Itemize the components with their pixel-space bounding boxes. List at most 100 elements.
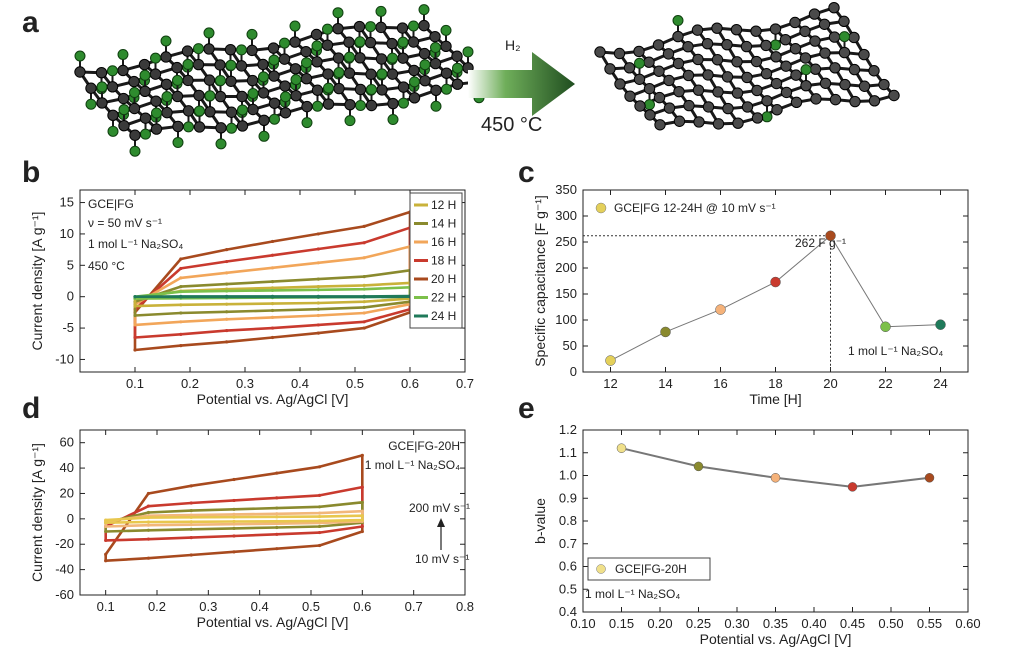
cv-loop-16H-point <box>270 315 275 319</box>
cv-loop-scanrate-point <box>146 528 151 532</box>
fluorine-atom <box>117 48 129 60</box>
carbon-atom <box>321 39 334 51</box>
cv-loop-12H-point <box>270 286 275 290</box>
fluorine-atom <box>139 69 151 81</box>
x-tick-label: 0.20 <box>647 616 672 631</box>
carbon-atom <box>258 114 270 127</box>
cv-loop-14H-point <box>316 307 320 311</box>
x-tick-label: 0.8 <box>456 599 474 614</box>
carbon-atom <box>750 55 763 68</box>
arrow-shape <box>468 52 575 116</box>
carbon-atom <box>117 92 130 105</box>
carbon-atom <box>721 39 733 51</box>
capacitance-point <box>880 321 891 333</box>
cv-loop-12H-point <box>225 302 229 306</box>
carbon-atom <box>172 120 184 133</box>
carbon-atom <box>386 68 399 80</box>
cv-loop-24H-point <box>316 295 320 299</box>
carbon-atom <box>771 104 783 116</box>
cv-loop-scanrate-point <box>275 547 279 551</box>
cv-loop-20H-point <box>225 248 229 252</box>
fluorine-atom <box>203 27 215 39</box>
x-tick-label: 14 <box>658 376 672 391</box>
fluorine-atom <box>140 128 151 140</box>
x-tick-label: 0.40 <box>801 616 826 631</box>
cv-loop-scanrate-point <box>360 529 364 534</box>
carbon-atom <box>149 68 162 80</box>
cv-loop-18H-point <box>270 326 275 330</box>
x-tick-label: 0.5 <box>346 376 364 391</box>
fluorine-atom <box>441 83 452 95</box>
cv-loop-18H-point <box>133 335 137 340</box>
fluorine-atom <box>107 65 118 77</box>
carbon-atom <box>386 37 398 50</box>
carbon-atom <box>653 91 666 104</box>
cv-loop-scanrate-point <box>360 453 364 457</box>
carbon-atom <box>322 68 334 80</box>
carbon-atom <box>604 63 616 75</box>
carbon-atom <box>311 56 323 68</box>
cv-loop-scanrate-point <box>317 505 322 509</box>
fluorine-atom <box>172 136 184 148</box>
carbon-atom <box>692 84 705 96</box>
carbon-atom <box>790 96 803 109</box>
carbon-atom <box>440 67 453 79</box>
x-tick-label: 0.5 <box>302 599 320 614</box>
cv-loop-scanrate-point <box>146 537 151 541</box>
carbon-atom <box>139 112 152 124</box>
fluorine-atom <box>183 121 194 133</box>
cv-loop-22H-point <box>270 288 275 293</box>
carbon-atom <box>819 77 832 89</box>
carbon-atom <box>235 60 248 72</box>
carbon-atom <box>594 46 606 58</box>
carbon-atom <box>354 52 366 64</box>
fluorine-atom <box>839 31 850 43</box>
carbon-atom <box>322 98 335 110</box>
carbon-atom <box>279 107 292 119</box>
fluorine-atom <box>172 74 183 86</box>
plot-frame <box>79 429 466 596</box>
carbon-atom <box>182 74 194 87</box>
y-tick-label: 5 <box>67 257 74 272</box>
fluorine-atom <box>194 105 205 117</box>
carbon-atom <box>161 106 173 119</box>
carbon-atom <box>682 41 694 53</box>
cv-loop-scanrate-point <box>189 501 193 505</box>
cv-loop-scanrate-point <box>104 559 108 563</box>
y-tick-label: 250 <box>555 234 577 249</box>
legend-entry: 16 H <box>431 235 456 249</box>
carbon-atom <box>171 90 184 103</box>
carbon-atom <box>751 84 763 97</box>
x-tick-label: 0.1 <box>126 376 144 391</box>
cv-loop-scanrate-point <box>232 515 236 519</box>
x-tick-label: 0.4 <box>291 376 309 391</box>
cv-loop-24H-point <box>362 295 366 299</box>
carbon-atom <box>96 97 108 109</box>
carbon-atom <box>732 117 744 129</box>
carbon-atom <box>365 68 377 80</box>
chart-e-bvalue: 0.10 0.15 0.20 0.25 0.30 0.35 0.40 0.45 0.50 0.55… <box>532 422 981 647</box>
cv-loop-18H-point <box>316 247 320 251</box>
carbon-atom <box>128 102 141 115</box>
carbon-atom <box>375 21 387 34</box>
carbon-atom <box>247 103 259 116</box>
carbon-atom <box>268 70 280 82</box>
fluorine-atom <box>355 99 366 111</box>
cv-loop-scanrate-point <box>317 519 322 523</box>
x-tick-label: 20 <box>823 376 837 391</box>
fluorine-atom <box>419 59 431 71</box>
y-tick-label: 50 <box>563 338 577 353</box>
carbon-atom <box>701 37 714 50</box>
capacitance-point <box>660 326 671 338</box>
cv-loop-20H-point <box>316 331 320 335</box>
cv-loop-scanrate-point <box>189 515 193 519</box>
carbon-atom <box>828 2 840 14</box>
carbon-atom <box>829 62 841 74</box>
cv-loop-scanrate-point <box>104 538 108 543</box>
cv-loop-scanrate-point <box>189 508 193 513</box>
cv-loop-scanrate-point <box>146 504 151 508</box>
carbon-atom <box>643 56 655 68</box>
y-axis-label: Current density [A g⁻¹] <box>29 443 45 582</box>
y-tick-label: 0 <box>570 364 577 379</box>
fluorine-atom <box>332 7 344 19</box>
